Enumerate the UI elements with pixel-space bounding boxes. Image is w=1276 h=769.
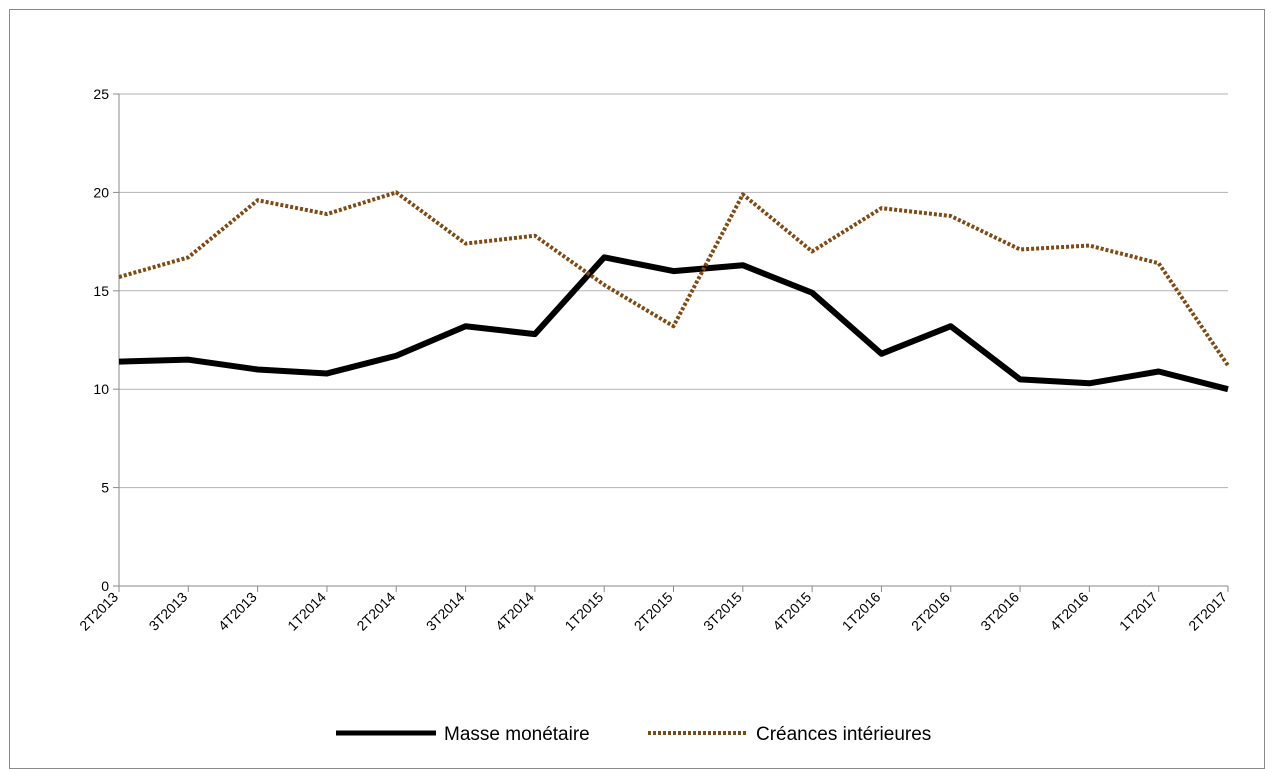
- legend-label-creances-interieures: Créances intérieures: [756, 724, 931, 745]
- y-tick-label: 20: [93, 184, 109, 200]
- x-tick-label: 3T2015: [700, 589, 745, 634]
- x-tick-label: 1T2017: [1116, 589, 1161, 634]
- x-tick-label: 4T2013: [215, 589, 260, 634]
- x-tick-label: 3T2014: [423, 589, 468, 634]
- y-tick-label: 10: [93, 381, 109, 397]
- x-tick-label: 2T2014: [353, 589, 398, 634]
- series-line-masse-monetaire: [119, 257, 1228, 389]
- x-tick-label: 4T2015: [769, 589, 814, 634]
- x-tick-label: 1T2014: [284, 589, 329, 634]
- axes: [113, 94, 1228, 592]
- x-tick-labels: 2T2013 3T2013 4T2013 1T2014 2T2014 3T2014 4T20…: [76, 589, 1230, 634]
- x-tick-label: 3T2016: [977, 589, 1022, 634]
- legend-label-masse-monetaire: Masse monétaire: [444, 724, 590, 745]
- gridlines: [119, 94, 1228, 488]
- legend: Masse monétaire Créances intérieures: [336, 724, 931, 745]
- x-tick-label: 4T2014: [492, 589, 537, 634]
- x-tick-label: 2T2017: [1185, 589, 1230, 634]
- x-tick-label: 2T2016: [908, 589, 953, 634]
- x-tick-label: 2T2013: [76, 589, 121, 634]
- y-tick-label: 15: [93, 283, 109, 299]
- series-line-creances-interieures: [119, 192, 1228, 365]
- x-tick-label: 4T2016: [1047, 589, 1092, 634]
- x-tick-label: 1T2016: [839, 589, 884, 634]
- x-tick-label: 3T2013: [146, 589, 191, 634]
- x-tick-label: 2T2015: [631, 589, 676, 634]
- y-tick-label: 5: [101, 480, 109, 496]
- y-tick-label: 25: [93, 86, 109, 102]
- x-tick-label: 1T2015: [561, 589, 606, 634]
